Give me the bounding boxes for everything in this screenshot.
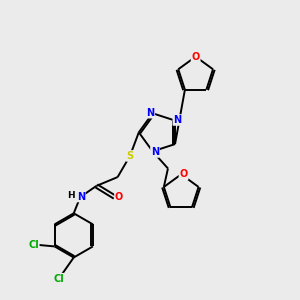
Text: O: O: [191, 52, 200, 62]
Text: O: O: [179, 169, 188, 179]
Text: H: H: [67, 191, 75, 200]
Text: N: N: [146, 108, 154, 118]
Text: N: N: [173, 115, 181, 125]
Text: N: N: [77, 191, 85, 202]
Text: S: S: [126, 151, 134, 161]
Text: O: O: [115, 192, 123, 202]
Text: N: N: [151, 147, 159, 157]
Text: Cl: Cl: [53, 274, 64, 284]
Text: Cl: Cl: [28, 240, 39, 250]
